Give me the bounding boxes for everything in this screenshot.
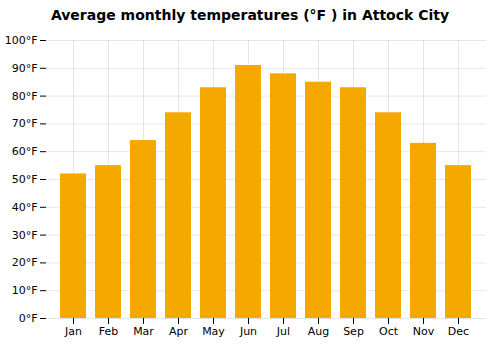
svg-text:Apr: Apr xyxy=(169,325,189,338)
svg-text:10°F: 10°F xyxy=(12,284,38,297)
svg-text:80°F: 80°F xyxy=(12,90,38,103)
svg-text:20°F: 20°F xyxy=(12,256,38,269)
svg-text:0°F: 0°F xyxy=(19,312,38,325)
svg-text:Aug: Aug xyxy=(308,325,329,338)
svg-text:40°F: 40°F xyxy=(12,201,38,214)
svg-text:Jul: Jul xyxy=(276,325,290,338)
svg-text:Jan: Jan xyxy=(64,325,82,338)
svg-text:100°F: 100°F xyxy=(5,34,38,47)
svg-text:Oct: Oct xyxy=(379,325,399,338)
svg-text:Mar: Mar xyxy=(133,325,154,338)
html-text:Average monthly temperatures (: Average monthly temperatures (°F ) in At… xyxy=(50,7,450,23)
svg-text:Nov: Nov xyxy=(413,325,435,338)
svg-text:Dec: Dec xyxy=(448,325,469,338)
svg-text:Feb: Feb xyxy=(99,325,118,338)
svg-text:30°F: 30°F xyxy=(12,229,38,242)
svg-text:50°F: 50°F xyxy=(12,173,38,186)
svg-text:90°F: 90°F xyxy=(12,62,38,75)
svg-text:Jun: Jun xyxy=(239,325,257,338)
svg-text:70°F: 70°F xyxy=(12,117,38,130)
svg-text:60°F: 60°F xyxy=(12,145,38,158)
svg-text:May: May xyxy=(202,325,225,338)
svg-text:Sep: Sep xyxy=(343,325,364,338)
